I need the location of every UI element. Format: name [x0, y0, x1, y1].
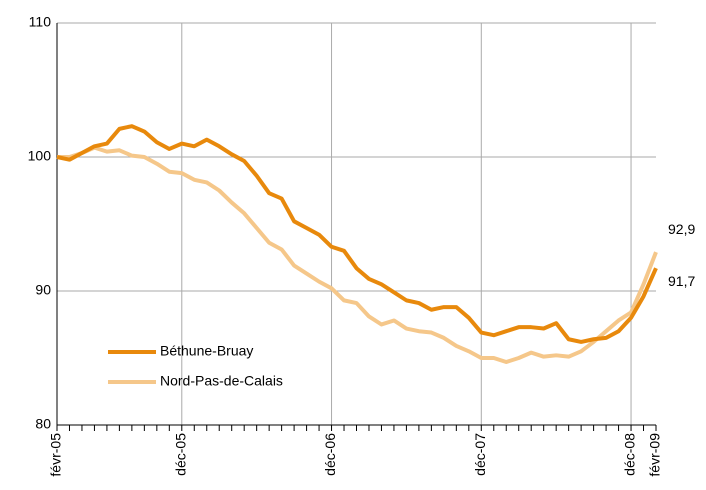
x-tick-label: déc-06	[322, 433, 338, 476]
data-label: 92,9	[668, 221, 695, 237]
y-tick-label: 110	[29, 14, 52, 30]
legend-label: Béthune-Bruay	[160, 343, 253, 359]
y-tick-label: 80	[35, 416, 51, 432]
series-line	[56, 124, 658, 344]
x-tick-label: déc-05	[172, 433, 188, 476]
x-tick-label: févr-05	[48, 433, 64, 477]
legend-label: Nord-Pas-de-Calais	[160, 373, 283, 389]
series-line	[57, 145, 658, 365]
y-tick-label: 90	[35, 282, 51, 298]
x-tick-label: févr-09	[647, 433, 663, 477]
x-tick-label: déc-07	[472, 433, 488, 476]
data-label: 91,7	[668, 273, 695, 289]
y-tick-label: 100	[28, 148, 52, 164]
x-tick-label: déc-08	[622, 433, 638, 476]
